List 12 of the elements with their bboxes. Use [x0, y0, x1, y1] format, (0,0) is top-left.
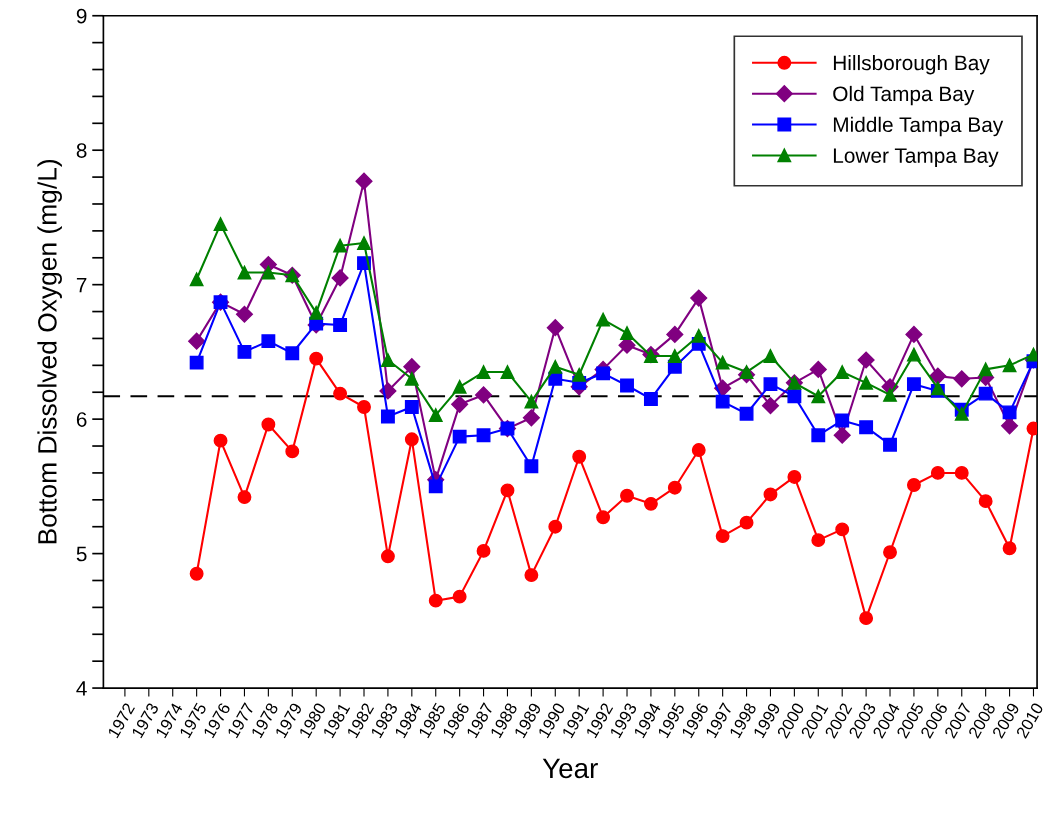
legend-label: Middle Tampa Bay [833, 116, 1004, 137]
y-tick-label: 9 [76, 8, 87, 24]
y-tick-label: 6 [76, 412, 87, 427]
x-axis-title: Year [542, 758, 598, 779]
y-tick-label: 8 [76, 143, 87, 158]
legend-label: Lower Tampa Bay [833, 148, 999, 168]
y-tick-label: 7 [76, 277, 87, 293]
y-tick-label: 5 [76, 546, 87, 562]
y-axis-title: Bottom Dissolved Oxygen (mg/L) [37, 159, 62, 544]
legend-label: Old Tampa Bay [833, 85, 975, 106]
legend-label: Hillsborough Bay [833, 54, 990, 75]
y-tick-label: 4 [76, 681, 87, 696]
